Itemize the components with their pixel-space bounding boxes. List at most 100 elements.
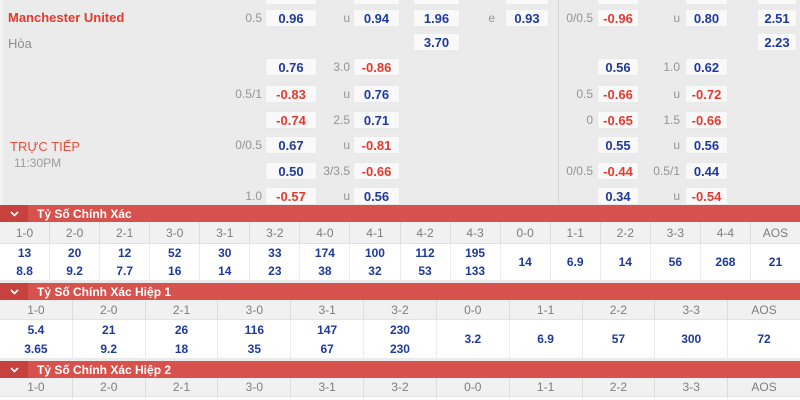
score-odds-value[interactable]: 14 <box>518 255 532 269</box>
score-odds-value[interactable]: 230 <box>389 341 410 356</box>
section-header-1[interactable]: Tỷ Số Chính Xác <box>0 205 800 222</box>
chevron-down-icon[interactable] <box>0 361 28 378</box>
odds-cell[interactable]: 0.56 <box>353 187 400 205</box>
score-odds-value[interactable]: 35 <box>247 341 262 356</box>
score-odds-value[interactable]: 23 <box>268 264 282 278</box>
odds-cell[interactable]: 0.76 <box>353 85 400 103</box>
odds-cell[interactable]: 0.94 <box>353 9 400 27</box>
odds-cell[interactable]: -0.66 <box>685 111 728 129</box>
score-header-row: 1-0 2-0 2-1 3-0 3-1 3-2 4-0 4-1 4-2 4-3 0-0 1-1 2-2 3… <box>0 222 800 244</box>
score-odds-value[interactable]: 16 <box>168 264 182 278</box>
odds-cell[interactable]: 0.71 <box>353 111 400 129</box>
score-odds-value[interactable]: 32 <box>368 264 382 278</box>
score-odds-value[interactable]: 147 <box>317 322 338 337</box>
odds-cell[interactable]: -0.54 <box>685 187 728 205</box>
score-odds-value[interactable]: 33 <box>268 246 282 260</box>
score-odds-value[interactable]: 26 <box>174 322 189 337</box>
odds-cell[interactable]: -0.66 <box>353 162 400 180</box>
score-odds-value[interactable]: 20 <box>67 246 82 260</box>
odds-cell[interactable]: 0.67 <box>265 136 317 154</box>
odds-cell[interactable]: -0.83 <box>265 85 317 103</box>
odds-cell[interactable]: 0.96 <box>265 9 317 27</box>
score-odds-value[interactable]: 52 <box>168 246 182 260</box>
odds-cell[interactable]: 2.23 <box>757 33 797 51</box>
score-odds-value[interactable]: 9.2 <box>66 264 83 278</box>
score-odds-value[interactable]: 100 <box>364 246 385 260</box>
odds-cell[interactable]: 0.62 <box>685 58 728 76</box>
odds-cell[interactable]: 0.56 <box>685 136 728 154</box>
score-odds-value[interactable]: 14 <box>218 264 232 278</box>
score-odds-value[interactable]: 12 <box>117 246 132 260</box>
score-odds-value[interactable]: 195 <box>465 246 486 260</box>
odds-cell[interactable]: -0.81 <box>353 136 400 154</box>
score-odds-value[interactable]: 9.2 <box>100 341 118 356</box>
odds-cell[interactable]: 0.80 <box>685 9 728 27</box>
score-odds-value[interactable]: 300 <box>681 332 702 346</box>
score-odds-value[interactable]: 3.2 <box>464 332 482 346</box>
score-header-cell: 2-0 <box>49 222 99 243</box>
score-value-column <box>144 397 218 400</box>
score-odds-value[interactable]: 18 <box>174 341 189 356</box>
score-odds-value[interactable]: 56 <box>668 255 683 269</box>
odds-cell[interactable]: 0.44 <box>685 162 728 180</box>
score-odds-value[interactable]: 6.9 <box>566 255 584 269</box>
score-odds-value[interactable]: 112 <box>415 246 435 260</box>
score-odds-value[interactable]: 8.8 <box>16 264 33 278</box>
score-odds-value[interactable]: 3.65 <box>24 341 48 356</box>
line-label: 1.5 <box>663 113 680 127</box>
odds-cell[interactable]: 3.70 <box>413 33 460 51</box>
odds-cell[interactable]: 0.93 <box>505 9 549 27</box>
score-value-column <box>71 397 145 400</box>
score-odds-value[interactable]: 13 <box>17 246 32 260</box>
score-odds-value[interactable]: 21 <box>768 255 783 269</box>
score-value-column: 57 <box>581 320 655 358</box>
odds-cell[interactable]: -0.72 <box>685 85 728 103</box>
odds-cell[interactable]: -0.44 <box>597 162 639 180</box>
score-header-cell: 2-2 <box>581 300 655 319</box>
score-odds-value[interactable]: 6.9 <box>537 332 554 346</box>
score-odds-value[interactable]: 67 <box>320 341 334 356</box>
chevron-down-icon[interactable] <box>0 283 28 300</box>
score-value-column: 20 9.2 <box>49 244 99 280</box>
odds-cell[interactable]: 0.56 <box>597 58 639 76</box>
score-header-cell: 3-2 <box>249 222 299 243</box>
odds-cell[interactable]: -0.86 <box>353 58 400 76</box>
score-odds-value[interactable]: 14 <box>618 255 632 269</box>
score-odds-value[interactable]: 38 <box>318 264 332 278</box>
odds-cell[interactable]: -0.74 <box>265 111 317 129</box>
score-odds-value[interactable]: 7.7 <box>116 264 133 278</box>
score-odds-value[interactable]: 116 <box>244 322 265 337</box>
score-value-column <box>217 397 290 400</box>
score-odds-value[interactable]: 5.4 <box>27 322 45 337</box>
score-odds-value[interactable]: 230 <box>389 322 410 337</box>
score-odds-value[interactable]: 30 <box>218 246 232 260</box>
score-value-column: 300 <box>654 320 727 358</box>
score-header-cell: 4-3 <box>449 222 500 243</box>
chevron-down-icon[interactable] <box>0 205 28 222</box>
score-header-cell: 1-0 <box>27 380 45 394</box>
score-odds-value[interactable]: 72 <box>757 332 771 346</box>
score-odds-value[interactable]: 268 <box>715 255 736 269</box>
score-odds-value[interactable]: 21 <box>102 322 116 337</box>
section-header-2[interactable]: Tỷ Số Chính Xác Hiệp 1 <box>0 283 800 300</box>
odds-cell[interactable]: -0.66 <box>597 85 639 103</box>
score-value-column: 6.9 <box>508 320 582 358</box>
odds-cell[interactable]: 2.51 <box>757 9 797 27</box>
section-header-3[interactable]: Tỷ Số Chính Xác Hiệp 2 <box>0 361 800 378</box>
line-label: u <box>673 11 680 25</box>
odds-cell[interactable]: 0.34 <box>597 187 639 205</box>
odds-cell[interactable]: 0.76 <box>265 58 317 76</box>
odds-cell[interactable]: 0.55 <box>597 136 639 154</box>
odds-cell[interactable]: -0.65 <box>597 111 639 129</box>
score-odds-value[interactable]: 174 <box>314 246 335 260</box>
score-odds-value[interactable]: 57 <box>611 332 626 346</box>
handicap-label: 1.0 <box>245 189 262 203</box>
handicap-label: 0/0.5 <box>235 138 262 152</box>
odds-cell[interactable]: -0.96 <box>597 9 639 27</box>
score-odds-value[interactable]: 133 <box>465 264 486 278</box>
odds-cell[interactable]: 0.50 <box>265 162 317 180</box>
odds-cell[interactable]: 1.96 <box>413 9 460 27</box>
score-value-column: 30 14 <box>199 244 249 280</box>
odds-cell[interactable]: -0.57 <box>265 187 317 205</box>
score-odds-value[interactable]: 53 <box>418 264 432 278</box>
